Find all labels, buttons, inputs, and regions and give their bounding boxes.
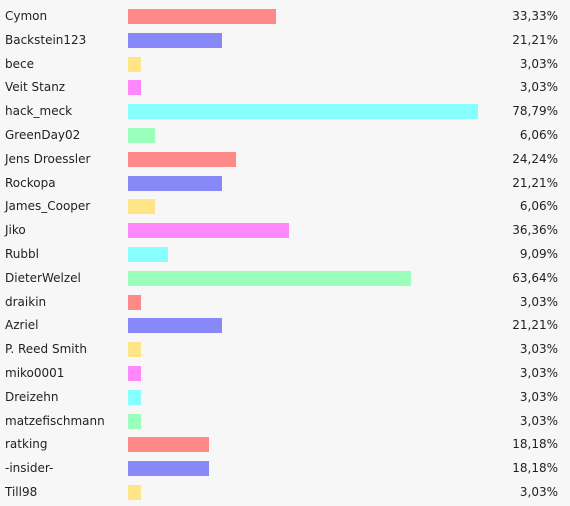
bar-label: hack_meck bbox=[5, 104, 73, 119]
bar-value-label: 24,24% bbox=[512, 151, 558, 166]
chart-row: matzefischmann 3,03% bbox=[0, 410, 570, 434]
bar-label: Dreizehn bbox=[5, 389, 59, 404]
bar-value-label: 33,33% bbox=[512, 9, 558, 23]
bar bbox=[128, 437, 209, 453]
bar bbox=[128, 461, 209, 477]
chart-row: Backstein123 21,21% bbox=[0, 29, 570, 53]
bar-value-label: 3,03% bbox=[519, 56, 558, 71]
chart-row: Rubbl 9,09% bbox=[0, 243, 570, 267]
chart-row: P. Reed Smith 3,03% bbox=[0, 338, 570, 362]
bar-value-label: 9,09% bbox=[519, 247, 558, 261]
bar-label: bece bbox=[5, 56, 34, 71]
bar-value-label: 6,06% bbox=[519, 199, 558, 214]
bar-value-label: 6,06% bbox=[519, 128, 558, 142]
bar bbox=[128, 199, 155, 215]
bar-value-label: 3,03% bbox=[519, 294, 558, 309]
bar-value-label: 18,18% bbox=[512, 461, 558, 476]
bar-value-label: 21,21% bbox=[512, 32, 558, 47]
bar-value-label: 3,03% bbox=[519, 485, 558, 499]
bar-label: Veit Stanz bbox=[5, 80, 66, 95]
bar-label: miko0001 bbox=[5, 366, 65, 380]
chart-row: Azriel 21,21% bbox=[0, 314, 570, 338]
bar-value-label: 3,03% bbox=[519, 389, 558, 404]
bar-label: Cymon bbox=[5, 9, 48, 23]
chart-row: Dreizehn 3,03% bbox=[0, 386, 570, 410]
bar bbox=[128, 223, 290, 239]
bar-value-label: 3,03% bbox=[519, 342, 558, 357]
bar bbox=[128, 247, 169, 262]
bar-value-label: 21,21% bbox=[512, 318, 558, 333]
chart-row: ratking 18,18% bbox=[0, 433, 570, 457]
bar-label: -insider- bbox=[5, 461, 54, 476]
bar-value-label: 21,21% bbox=[512, 175, 558, 190]
bar bbox=[128, 32, 223, 48]
chart-row: James_Cooper 6,06% bbox=[0, 195, 570, 219]
bar-label: Rubbl bbox=[5, 247, 39, 261]
bar bbox=[128, 104, 478, 120]
bar bbox=[128, 413, 142, 429]
chart-row: Jens Droessler 24,24% bbox=[0, 148, 570, 172]
chart-row: -insider- 18,18% bbox=[0, 457, 570, 481]
bar bbox=[128, 318, 223, 334]
bar-label: draikin bbox=[5, 294, 47, 309]
bar-value-label: 18,18% bbox=[512, 437, 558, 452]
bar-value-label: 3,03% bbox=[519, 413, 558, 428]
chart-row: Jiko 36,36% bbox=[0, 219, 570, 243]
chart-row: draikin 3,03% bbox=[0, 291, 570, 315]
bar bbox=[128, 389, 142, 405]
chart-row: hack_meck 78,79% bbox=[0, 100, 570, 124]
bar bbox=[128, 56, 142, 72]
bar-label: matzefischmann bbox=[5, 413, 105, 428]
bar-value-label: 3,03% bbox=[519, 80, 558, 95]
bar bbox=[128, 270, 411, 286]
bar-label: GreenDay02 bbox=[5, 128, 81, 142]
chart-row: miko0001 3,03% bbox=[0, 362, 570, 386]
bar-label: DieterWelzel bbox=[5, 270, 81, 285]
chart-row: Veit Stanz 3,03% bbox=[0, 76, 570, 100]
bar-value-label: 3,03% bbox=[519, 366, 558, 380]
bar bbox=[128, 342, 142, 358]
bar bbox=[128, 485, 142, 500]
chart-row: DieterWelzel 63,64% bbox=[0, 267, 570, 291]
bar-label: P. Reed Smith bbox=[5, 342, 87, 357]
bar bbox=[128, 151, 236, 167]
bar bbox=[128, 128, 155, 143]
bar-value-label: 63,64% bbox=[512, 270, 558, 285]
bar-value-label: 36,36% bbox=[512, 223, 558, 238]
bar bbox=[128, 294, 142, 310]
chart-row: Rockopa 21,21% bbox=[0, 172, 570, 196]
bar-label: James_Cooper bbox=[5, 199, 91, 214]
bar-label: ratking bbox=[5, 437, 48, 452]
bar-label: Rockopa bbox=[5, 175, 56, 190]
chart-row: GreenDay02 6,06% bbox=[0, 124, 570, 148]
bar-label: Jens Droessler bbox=[5, 151, 91, 166]
bar-label: Till98 bbox=[5, 485, 38, 499]
bar bbox=[128, 80, 142, 96]
chart-row: Till98 3,03% bbox=[0, 481, 570, 505]
bar-label: Jiko bbox=[5, 223, 26, 238]
bar bbox=[128, 9, 276, 24]
chart-row: Cymon 33,33% bbox=[0, 5, 570, 29]
bar bbox=[128, 175, 223, 191]
bar bbox=[128, 366, 142, 381]
chart-row: bece 3,03% bbox=[0, 53, 570, 77]
bar-label: Azriel bbox=[5, 318, 39, 333]
bar-label: Backstein123 bbox=[5, 32, 87, 47]
bar-value-label: 78,79% bbox=[512, 104, 558, 119]
